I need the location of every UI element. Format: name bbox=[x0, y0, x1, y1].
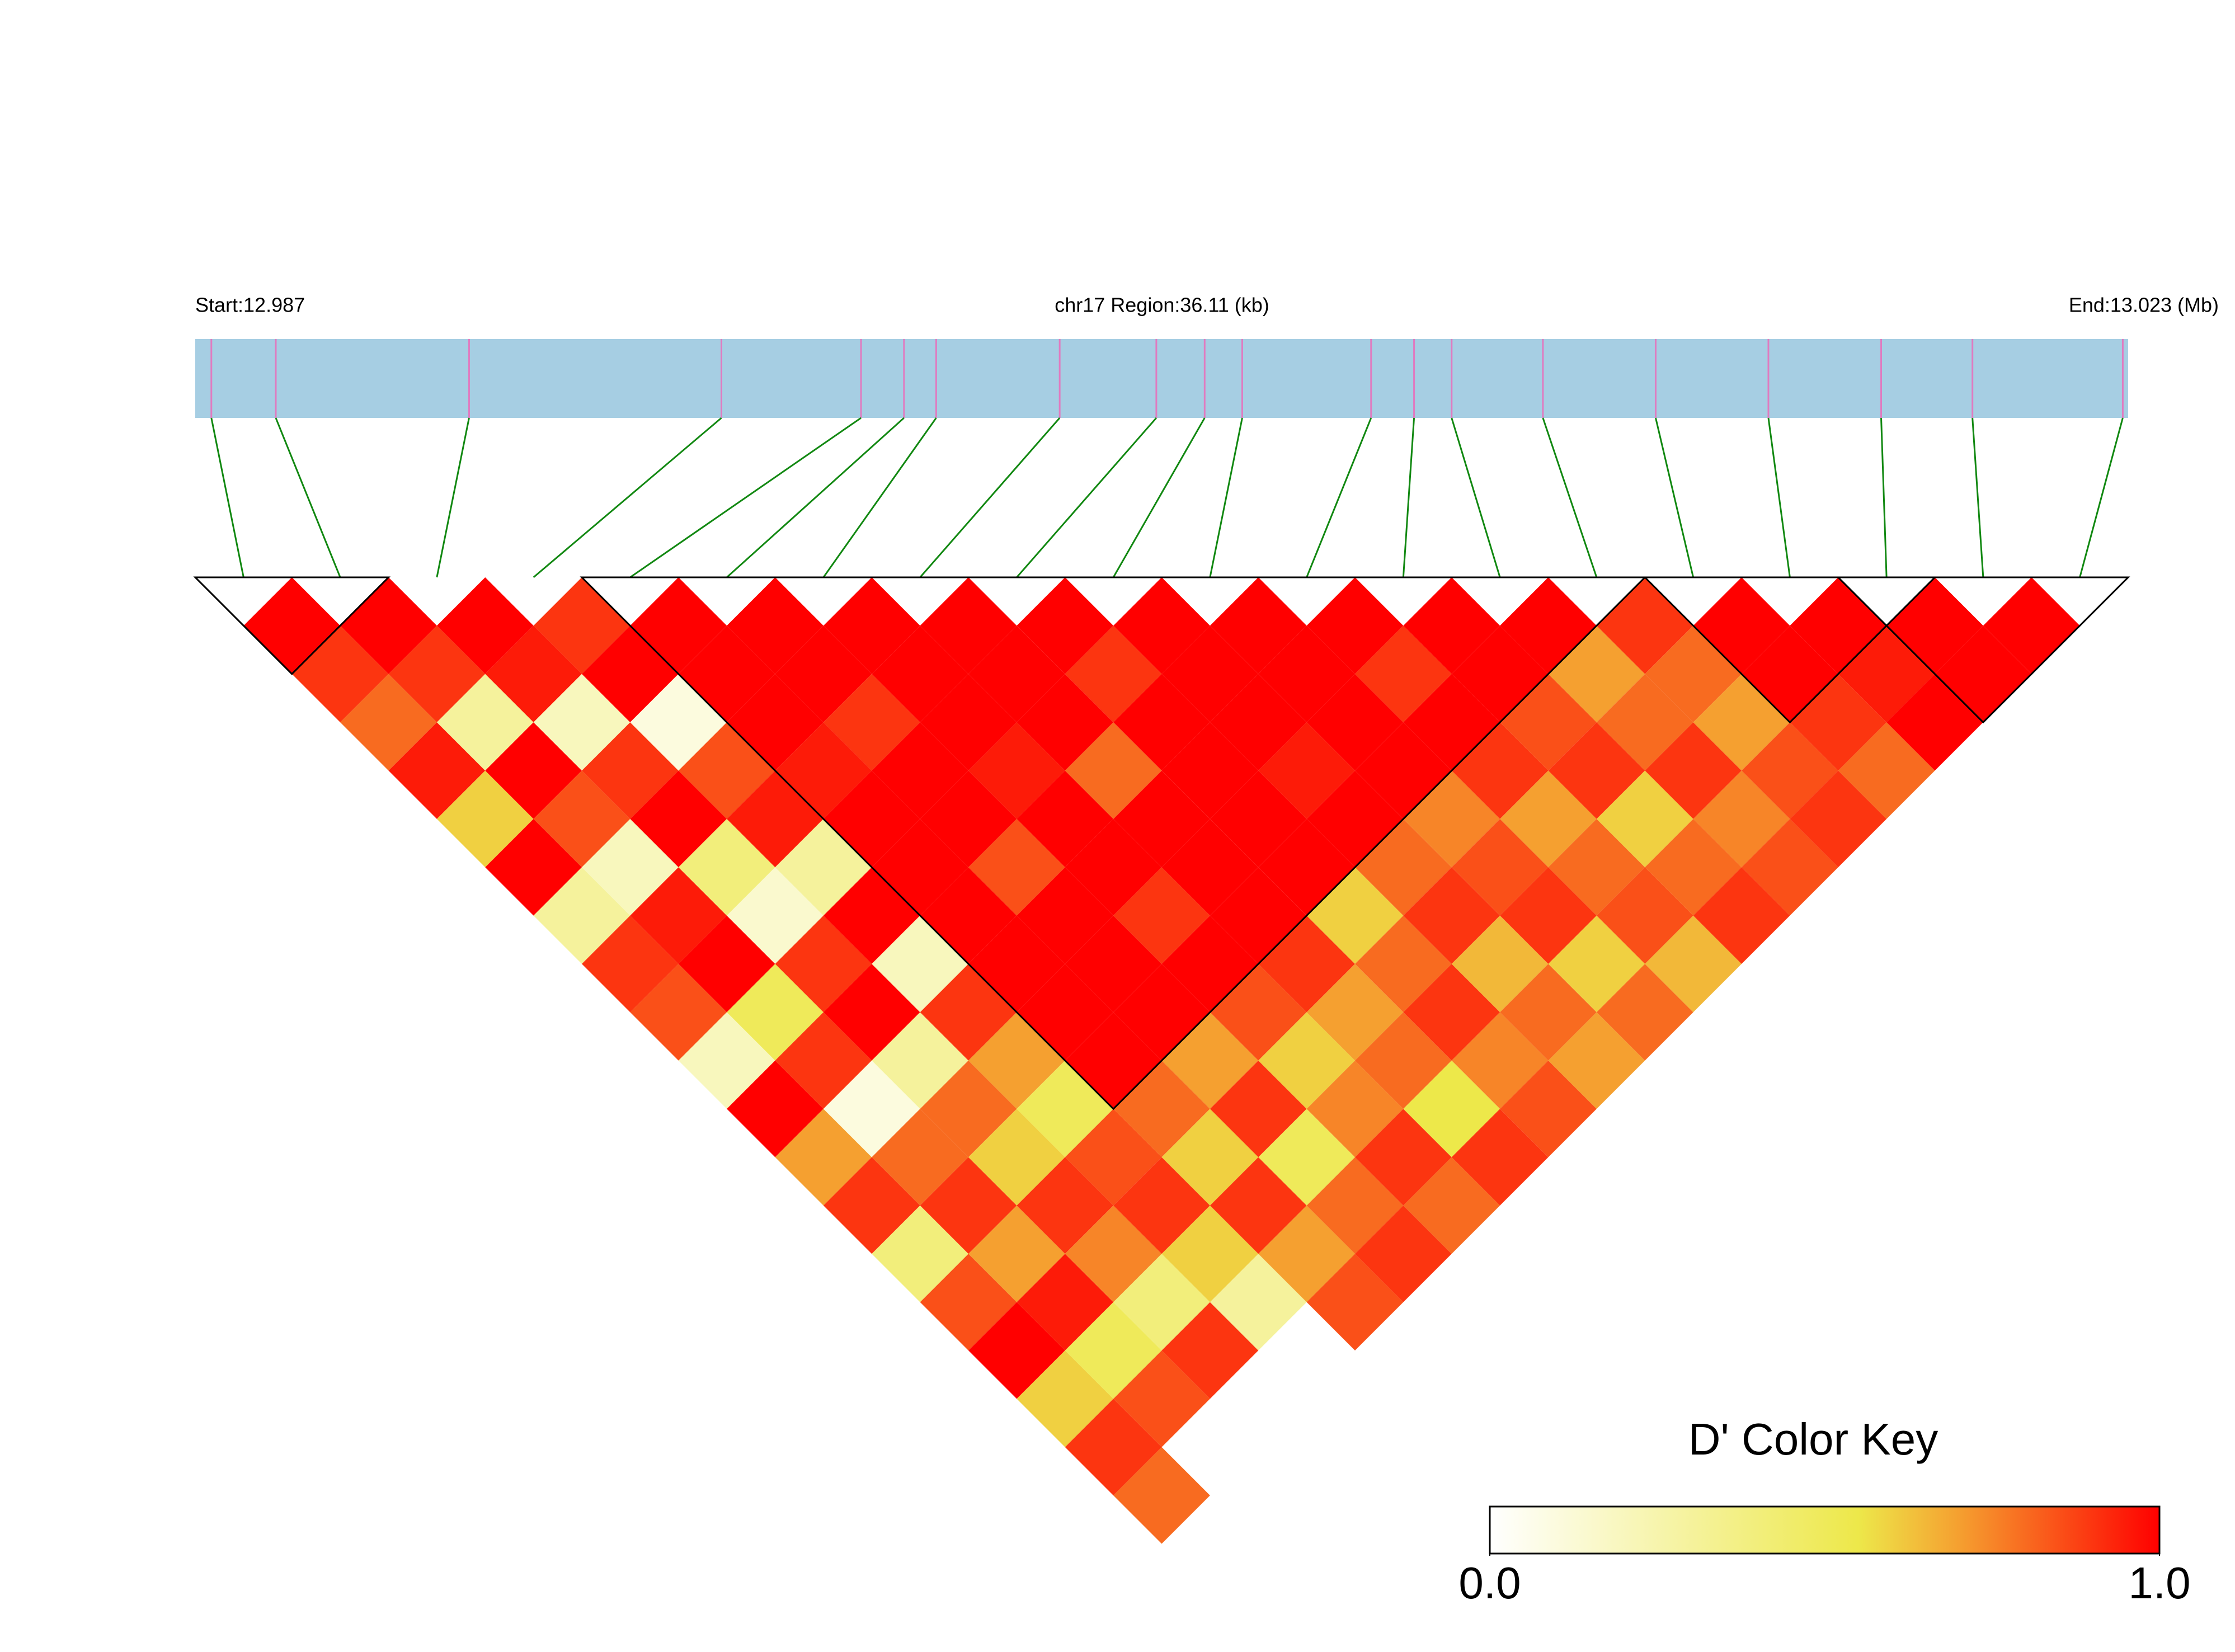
snp-link bbox=[1880, 417, 1888, 578]
key-tick-label: 0.0 bbox=[1458, 1558, 1521, 1608]
ld-cell bbox=[1113, 1447, 1210, 1544]
snp-link bbox=[1542, 417, 1598, 578]
start-label: Start:12.987 bbox=[195, 294, 305, 317]
key-tick-label: 1.0 bbox=[2128, 1558, 2190, 1608]
snp-link bbox=[1767, 417, 1791, 578]
snp-link bbox=[2079, 417, 2124, 578]
gene-track bbox=[195, 339, 2128, 418]
snp-link bbox=[436, 417, 470, 578]
color-key-title: D' Color Key bbox=[1688, 1414, 1938, 1464]
snp-link bbox=[1209, 417, 1243, 578]
color-key bbox=[1489, 1505, 2161, 1555]
snp-link bbox=[210, 417, 244, 578]
snp-link bbox=[533, 417, 722, 578]
snp-link bbox=[629, 417, 862, 578]
snp-link bbox=[1112, 417, 1206, 578]
snp-link bbox=[919, 417, 1061, 578]
ld-block bbox=[580, 576, 1647, 1110]
ld-block bbox=[1836, 576, 2130, 724]
snp-link bbox=[275, 417, 341, 578]
ld-block bbox=[193, 576, 391, 675]
region-label: chr17 Region:36.11 (kb) bbox=[1055, 294, 1269, 317]
snp-link bbox=[1016, 417, 1158, 578]
snp-link bbox=[1451, 417, 1501, 578]
snp-link bbox=[822, 417, 937, 578]
end-label: End:13.023 (Mb) bbox=[2069, 294, 2219, 317]
snp-link bbox=[1971, 417, 1984, 578]
ld-block bbox=[1643, 576, 1937, 724]
snp-link bbox=[726, 417, 905, 578]
snp-link bbox=[1306, 417, 1372, 578]
snp-link bbox=[1654, 417, 1695, 578]
snp-link bbox=[1402, 417, 1415, 578]
